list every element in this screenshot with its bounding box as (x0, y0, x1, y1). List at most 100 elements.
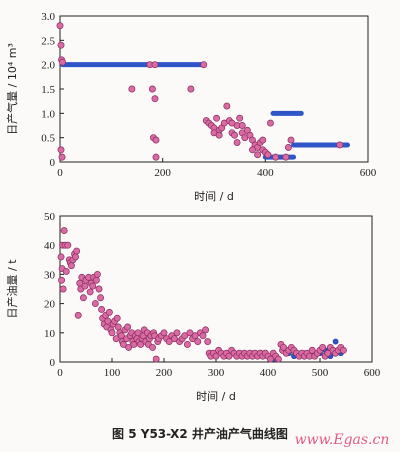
data-point (56, 22, 64, 30)
data-point (113, 314, 121, 322)
data-point (225, 352, 233, 360)
data-point (152, 153, 160, 161)
data-point (308, 346, 316, 354)
data-point (267, 119, 274, 127)
plot-frame (59, 15, 369, 163)
data-point (215, 131, 223, 139)
y-tick-label: 20 (44, 299, 56, 311)
y-tick-label: 3.0 (41, 11, 55, 23)
data-point (105, 308, 113, 316)
data-point (73, 247, 81, 255)
data-point (91, 300, 99, 308)
data-point (223, 102, 231, 110)
x-tick-label: 500 (312, 367, 329, 379)
data-point (74, 311, 82, 319)
y-tick-label: 0 (50, 357, 56, 369)
data-point (200, 61, 208, 69)
data-point (108, 329, 116, 337)
data-point (324, 349, 332, 357)
x-axis-label: 时间 / d (196, 390, 236, 403)
data-point (194, 338, 202, 346)
x-axis-label: 时间 / d (194, 190, 234, 203)
data-point (204, 338, 212, 346)
gas-chart: 0 0.5 1.0 1.5 2.0 2.5 3.0 0 200 400 600 时间 / d 日产气量 … (5, 11, 377, 203)
data-point (124, 323, 132, 331)
data-point (228, 119, 236, 127)
data-point (233, 139, 241, 146)
data-point (59, 285, 67, 293)
data-point (183, 341, 191, 348)
x-tick-label: 0 (57, 367, 63, 379)
y-tick-label: 2.0 (41, 60, 55, 72)
data-point (284, 143, 292, 151)
y-tick-label: 50 (44, 211, 56, 223)
data-point (280, 343, 288, 351)
data-point (59, 58, 67, 66)
data-point (152, 136, 160, 144)
data-point (336, 141, 344, 149)
x-tick-label: 600 (360, 167, 377, 179)
data-point (173, 329, 181, 337)
data-point (187, 85, 195, 93)
data-point (86, 288, 94, 296)
data-point (149, 343, 157, 351)
data-point (274, 355, 282, 363)
data-point (58, 153, 66, 161)
y-tick-label: 1.5 (41, 84, 55, 96)
data-point (272, 153, 280, 161)
x-tick-label: 400 (257, 167, 274, 179)
y-axis-label: 日产油量 / t (5, 259, 19, 319)
data-point (287, 136, 295, 144)
data-point (79, 294, 87, 302)
data-point (236, 114, 244, 122)
data-point (151, 61, 159, 69)
x-tick-label: 100 (104, 367, 121, 379)
x-tick-label: 200 (156, 367, 173, 379)
data-point (199, 332, 207, 340)
y-tick-label: 0.5 (41, 133, 55, 145)
data-point (213, 114, 221, 122)
data-point (267, 355, 275, 363)
data-point (119, 341, 127, 348)
data-point (170, 335, 178, 343)
y-tick-label: 40 (44, 240, 56, 252)
data-point (64, 241, 72, 249)
data-point (60, 227, 68, 235)
data-point (112, 335, 120, 343)
data-point (339, 346, 347, 354)
data-point (72, 253, 80, 261)
data-point (160, 329, 168, 337)
data-point (181, 332, 189, 340)
data-point (89, 282, 97, 290)
data-point (57, 41, 65, 49)
data-point (93, 270, 101, 278)
data-point (57, 146, 65, 154)
figure-caption: 图 5 Y53-X2 井产油产气曲线图 (112, 426, 288, 441)
y-tick-label: 1.0 (41, 108, 55, 120)
data-point (125, 343, 133, 351)
data-point (264, 151, 272, 159)
y-tick-label: 30 (44, 269, 56, 281)
data-point (130, 341, 138, 348)
data-point (98, 305, 106, 313)
data-point (165, 338, 173, 346)
data-point (249, 146, 256, 154)
data-point (128, 85, 136, 93)
data-point (319, 343, 327, 351)
y-tick-label: 2.5 (41, 35, 55, 47)
data-point (97, 294, 105, 302)
data-point (92, 276, 100, 284)
y-tick-label: 10 (44, 328, 56, 340)
x-tick-label: 0 (57, 167, 63, 179)
data-point (259, 136, 267, 144)
data-point (212, 352, 220, 360)
x-tick-label: 600 (364, 367, 381, 379)
data-point (282, 153, 290, 161)
data-point (95, 285, 103, 293)
data-point (202, 326, 210, 334)
y-tick-label: 0 (50, 157, 56, 169)
data-point (62, 268, 70, 275)
x-tick-label: 200 (154, 167, 171, 179)
data-point (58, 276, 66, 284)
plot-frame (59, 215, 373, 363)
